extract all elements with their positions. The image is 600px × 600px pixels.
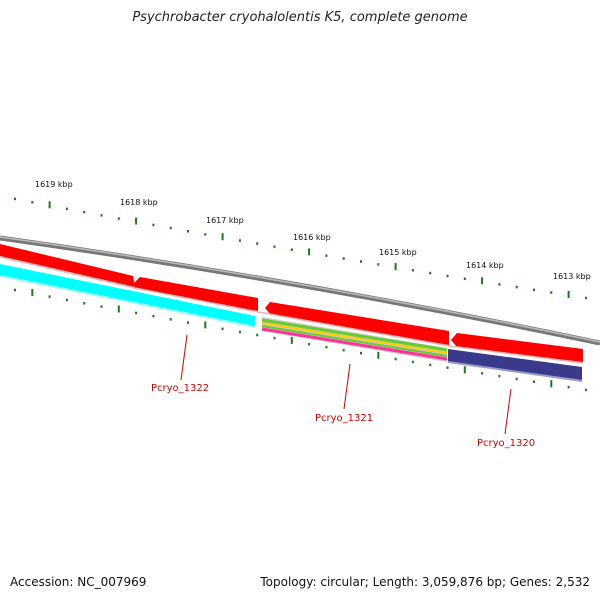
cds-segment-1322[interactable] [0, 244, 135, 287]
scale-tick [100, 214, 103, 217]
map-title: Psychrobacter cryohalolentis K5, complet… [132, 10, 468, 25]
scale-tick [83, 302, 86, 305]
scale-label-1613: 1613 kbp [553, 272, 591, 281]
scale-tick [290, 336, 293, 344]
scale-tick [308, 342, 311, 346]
scale-tick [481, 372, 484, 375]
cds-segment-1320[interactable] [451, 333, 583, 362]
scale-tick [135, 217, 138, 225]
scale-tick [169, 226, 172, 230]
scale-label-1616: 1616 kbp [293, 233, 331, 242]
scale-tick [100, 305, 103, 308]
scale-label-1615: 1615 kbp [379, 248, 417, 257]
scale-tick [65, 207, 68, 211]
scale-tick [135, 311, 138, 315]
gene-label-1320[interactable]: Pcryo_1320 [477, 438, 535, 449]
scale-ticks-inner [14, 288, 587, 392]
cds-segment-1321b[interactable] [265, 302, 449, 345]
scale-tick [31, 201, 34, 204]
scale-tick [256, 242, 259, 245]
scale-label-1617: 1617 kbp [206, 216, 244, 225]
scale-tick [169, 318, 172, 321]
scale-tick [273, 336, 276, 340]
scale-tick [515, 377, 518, 381]
scale-tick [204, 233, 207, 236]
scale-tick [584, 296, 587, 300]
scale-tick [256, 333, 259, 337]
scale-tick [360, 351, 362, 355]
cog-track-navy [448, 349, 582, 380]
scale-tick [221, 233, 224, 241]
scale-tick [14, 288, 16, 292]
scale-tick [515, 285, 518, 289]
scale-tick [429, 363, 432, 367]
scale-tick [550, 291, 553, 294]
scale-tick [550, 380, 553, 388]
scale-tick [411, 269, 414, 272]
scale-tick [83, 210, 86, 214]
scale-tick [481, 277, 484, 285]
scale-tick [567, 385, 570, 389]
scale-tick [584, 388, 587, 392]
scale-tick [65, 298, 68, 302]
scale-tick [377, 351, 380, 359]
accession-text: Accession: NC_007969 [10, 575, 147, 589]
scale-tick [463, 277, 466, 280]
scale-tick [290, 248, 293, 251]
genome-summary-text: Topology: circular; Length: 3,059,876 bp… [260, 575, 590, 589]
scale-tick [325, 254, 328, 257]
scale-tick [238, 330, 241, 334]
scale-tick [221, 327, 224, 331]
scale-tick [446, 366, 449, 369]
scale-tick [394, 263, 397, 271]
gene-label-1322[interactable]: Pcryo_1322 [151, 383, 209, 394]
leader-line-1320 [504, 388, 512, 435]
scale-tick [411, 360, 414, 364]
scale-tick [446, 274, 449, 278]
scale-tick [377, 263, 380, 266]
scale-tick [117, 305, 120, 313]
cds-segment-1321a[interactable] [134, 277, 258, 311]
scale-tick [498, 374, 501, 378]
scale-label-1614: 1614 kbp [466, 261, 504, 270]
scale-tick [48, 295, 51, 298]
scale-tick [498, 283, 501, 286]
scale-tick [463, 366, 466, 374]
leader-line-1321 [343, 363, 351, 410]
scale-label-1619: 1619 kbp [35, 180, 73, 189]
scale-tick [31, 289, 34, 297]
scale-tick [533, 288, 535, 292]
scale-tick [429, 271, 432, 275]
scale-tick [342, 348, 345, 352]
scale-label-1618: 1618 kbp [120, 198, 158, 207]
scale-tick [342, 257, 345, 260]
scale-tick [48, 201, 51, 209]
scale-tick [533, 380, 535, 383]
scale-tick [187, 230, 189, 233]
scale-tick [325, 345, 328, 349]
scale-tick [273, 245, 276, 248]
scale-tick [567, 291, 570, 298]
cog-track-cyan [0, 264, 255, 327]
scale-tick [117, 217, 120, 220]
scale-tick [14, 197, 16, 201]
scale-tick [394, 357, 397, 361]
scale-tick [238, 239, 241, 242]
scale-ticks-outer [14, 197, 587, 300]
scale-tick [308, 248, 311, 256]
scale-tick [152, 223, 155, 227]
backbone-track [0, 235, 600, 346]
scale-tick [187, 321, 189, 324]
scale-tick [152, 314, 155, 318]
leader-line-1322 [180, 334, 188, 381]
gene-label-1321[interactable]: Pcryo_1321 [315, 413, 373, 424]
scale-tick [360, 260, 362, 263]
scale-tick [204, 321, 207, 329]
